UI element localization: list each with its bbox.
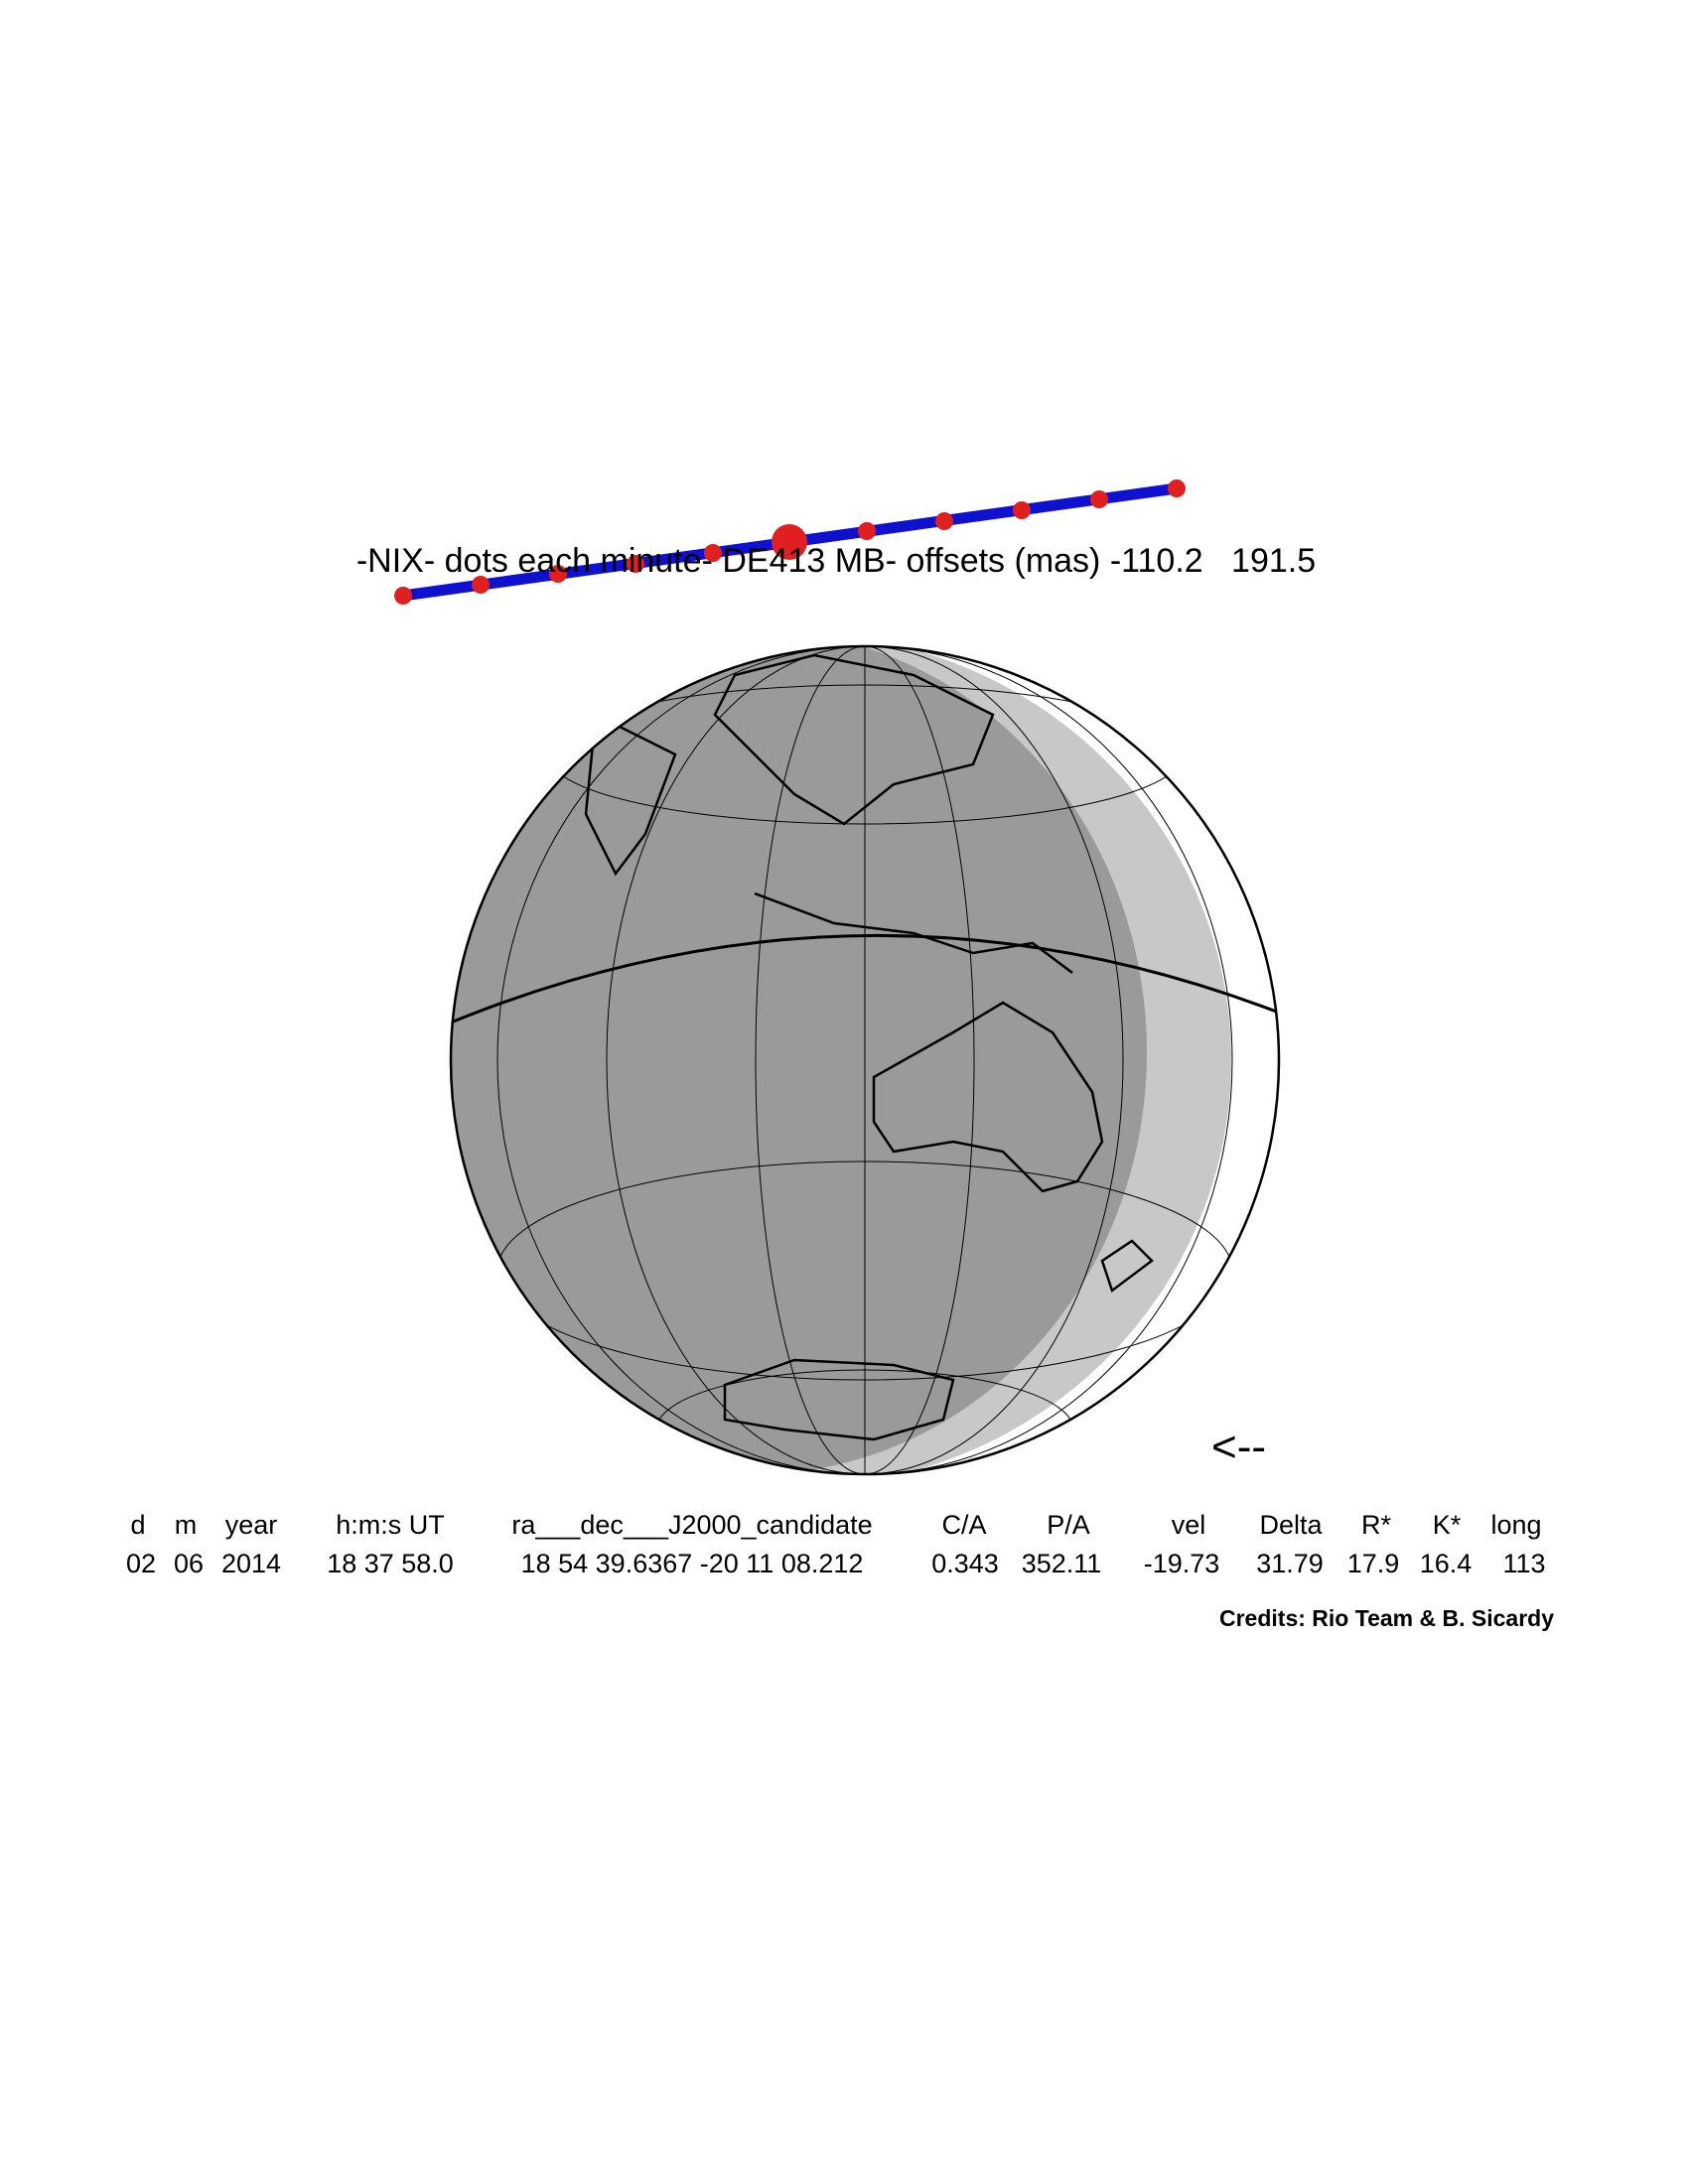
data-table: d m year h:m:s UT ra___dec___J2000_candidate… <box>126 1510 1546 1578</box>
table-header: P/A <box>1047 1510 1090 1540</box>
table-cell: 31.79 <box>1256 1549 1324 1578</box>
table-cell: 18 54 39.6367 -20 11 08.212 <box>521 1549 864 1578</box>
table-header: m <box>175 1510 198 1540</box>
table-cell: 17.9 <box>1347 1549 1400 1578</box>
table-cell: 0.343 <box>931 1549 999 1578</box>
table-header: h:m:s UT <box>336 1510 445 1540</box>
direction-arrow: <-- <box>1211 1423 1266 1471</box>
table-header: R* <box>1361 1510 1391 1540</box>
table-header: vel <box>1172 1510 1206 1540</box>
table-cell: 16.4 <box>1420 1549 1473 1578</box>
table-header: ra___dec___J2000_candidate <box>511 1510 872 1540</box>
shadow-path <box>394 479 1186 605</box>
table-cell: 18 37 58.0 <box>327 1549 454 1578</box>
table-cell: 113 <box>1502 1549 1545 1578</box>
table-cell: -19.73 <box>1144 1549 1220 1578</box>
table-cell: 352.11 <box>1022 1549 1102 1578</box>
table-header: year <box>225 1510 278 1540</box>
table-cell: 2014 <box>221 1549 281 1578</box>
credits: Credits: Rio Team & B. Sicardy <box>1219 1605 1554 1631</box>
table-cell: 02 <box>126 1549 156 1578</box>
map-title: -NIX- dots each minute- DE413 MB- offset… <box>356 542 1316 580</box>
table-header: C/A <box>941 1510 986 1540</box>
table-header: d <box>130 1510 145 1540</box>
globe <box>449 644 1281 1476</box>
table-header: Delta <box>1259 1510 1323 1540</box>
table-header: K* <box>1433 1510 1462 1540</box>
table-header: long <box>1490 1510 1541 1540</box>
table-cell: 06 <box>174 1549 204 1578</box>
